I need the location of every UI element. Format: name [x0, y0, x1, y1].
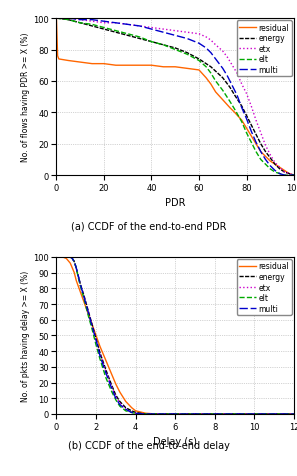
X-axis label: PDR: PDR [165, 198, 186, 208]
X-axis label: Delay (s): Delay (s) [153, 436, 197, 446]
Legend: residual, energy, etx, elt, multi: residual, energy, etx, elt, multi [236, 259, 292, 315]
Y-axis label: No. of flows having PDR >= X (%): No. of flows having PDR >= X (%) [21, 33, 30, 162]
Y-axis label: No. of pkts having delay >= X (%): No. of pkts having delay >= X (%) [21, 270, 30, 401]
Text: (b) CCDF of the end-to-end delay: (b) CCDF of the end-to-end delay [67, 440, 230, 450]
Text: (a) CCDF of the end-to-end PDR: (a) CCDF of the end-to-end PDR [71, 221, 226, 231]
Legend: residual, energy, etx, elt, multi: residual, energy, etx, elt, multi [236, 21, 292, 77]
